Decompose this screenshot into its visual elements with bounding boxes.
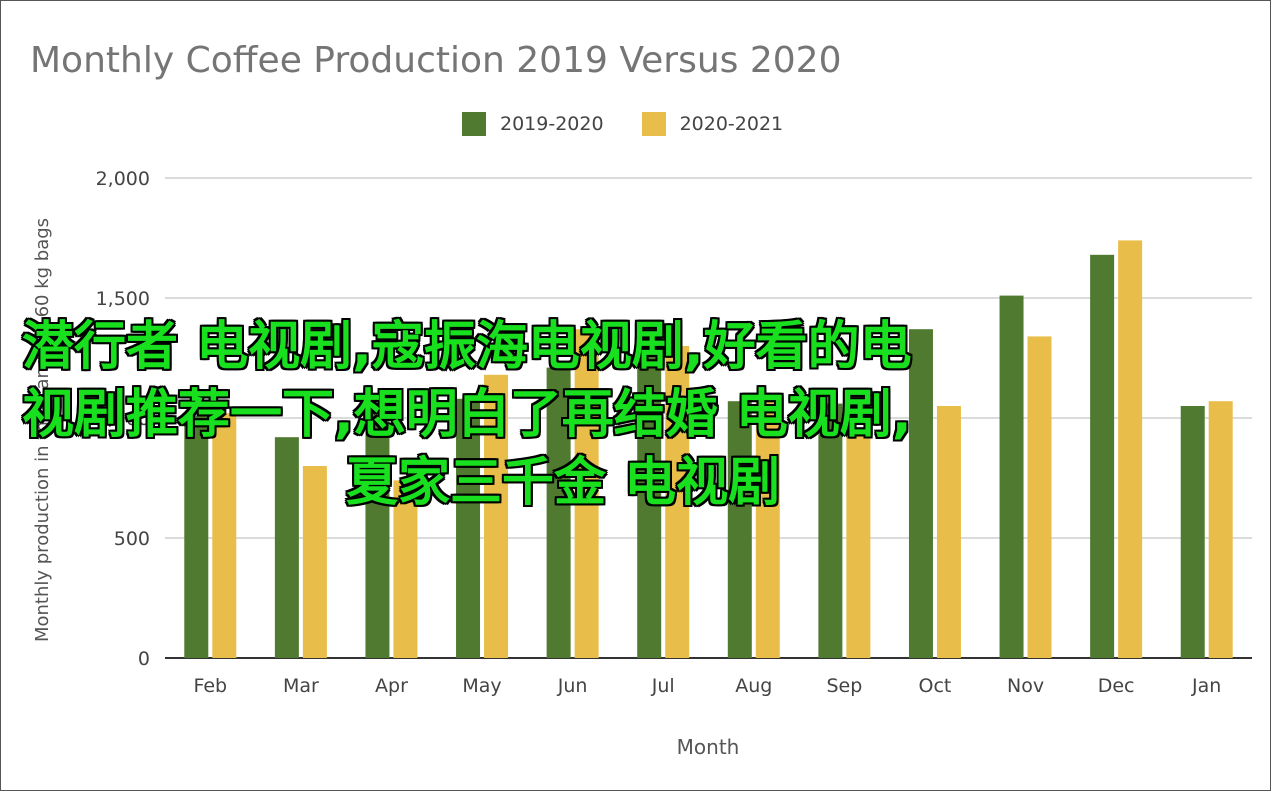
bar-2-apr	[393, 480, 418, 658]
legend-label-series-2: 2020-2021	[679, 113, 784, 135]
x-axis-title: Month	[677, 735, 740, 759]
bar-1-jul	[637, 341, 662, 658]
x-tick-label: Dec	[1098, 675, 1135, 697]
legend-swatch-series-1	[462, 112, 486, 136]
x-tick-label: Jun	[557, 675, 588, 697]
bar-2-may	[484, 374, 509, 658]
bar-2-jan	[1208, 401, 1233, 658]
bar-1-oct	[908, 329, 933, 658]
y-tick-label: 1,500	[96, 288, 150, 310]
bar-1-feb	[184, 415, 209, 658]
y-tick-label: 1,000	[96, 408, 150, 430]
bar-1-dec	[1090, 254, 1115, 659]
bar-1-sep	[818, 403, 843, 658]
x-tick-label: Nov	[1007, 675, 1044, 697]
y-tick-label: 0	[138, 648, 150, 670]
bar-2-oct	[936, 406, 961, 658]
bar-1-aug	[727, 401, 752, 658]
bar-2-sep	[846, 427, 871, 658]
y-axis-title: Monthly production in thousands of 60 kg…	[32, 218, 53, 642]
bar-2-dec	[1118, 240, 1143, 658]
legend-swatch-series-2	[641, 112, 666, 136]
y-tick-label: 2,000	[96, 168, 150, 190]
x-tick-label: Jul	[651, 675, 675, 697]
x-tick-label: Mar	[283, 675, 319, 697]
bar-1-apr	[365, 408, 390, 658]
bar-2-jul	[665, 346, 690, 658]
x-tick-label: Feb	[193, 675, 227, 697]
legend-item-series-2: 2020-2021	[641, 112, 784, 136]
legend-label-series-1: 2019-2020	[500, 113, 604, 135]
x-tick-label: Jan	[1191, 675, 1221, 697]
x-tick-label: Oct	[919, 675, 952, 697]
bar-1-nov	[999, 295, 1024, 658]
chart-legend: 2019-2020 2020-2021	[462, 112, 821, 136]
bar-2-feb	[212, 413, 237, 658]
y-tick-label: 500	[114, 528, 150, 550]
bar-1-may	[456, 398, 481, 658]
bar-2-jun	[574, 329, 599, 658]
x-tick-label: Sep	[826, 675, 862, 697]
x-tick-label: Aug	[735, 675, 772, 697]
bar-1-mar	[274, 437, 299, 658]
bar-2-mar	[302, 466, 327, 658]
chart-title: Monthly Coffee Production 2019 Versus 20…	[30, 40, 842, 81]
bar-2-nov	[1027, 336, 1052, 658]
x-tick-label: Apr	[375, 675, 408, 697]
bar-1-jun	[546, 367, 571, 658]
bar-2-aug	[755, 394, 780, 658]
x-tick-label: May	[462, 675, 501, 697]
bar-1-jan	[1180, 406, 1205, 658]
legend-item-series-1: 2019-2020	[462, 112, 604, 136]
